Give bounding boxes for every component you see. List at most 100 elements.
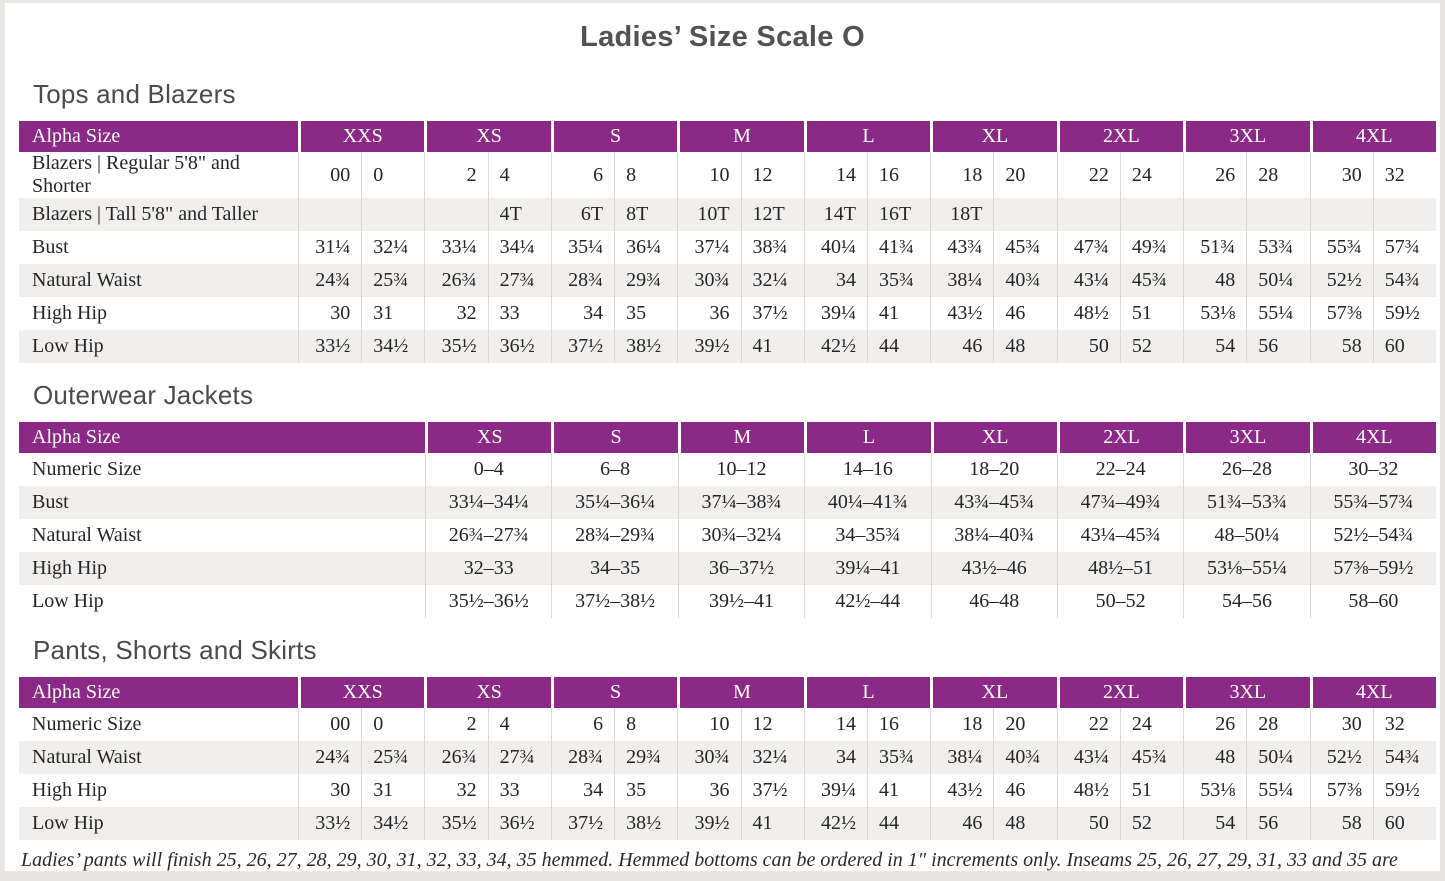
size-cell: 39¼	[803, 297, 867, 330]
size-cell: 59½	[1372, 297, 1436, 330]
size-cell: 26¾–27¾	[425, 519, 551, 552]
size-cell: 48½	[1056, 774, 1120, 807]
size-cell: 18	[930, 708, 993, 741]
size-cell: 58–60	[1309, 585, 1436, 618]
section-title-outerwear-jackets: Outerwear Jackets	[33, 380, 254, 410]
size-cell: 30	[1309, 152, 1373, 198]
size-cell: 50¼	[1246, 264, 1310, 297]
header-row: Alpha Size XXS XS S M L XL 2XL 3XL 4XL	[19, 121, 1436, 152]
size-column-header-xxs: XXS	[298, 677, 425, 708]
size-cell: 34½	[361, 330, 425, 363]
row-label: Blazers | Tall 5'8" and Taller	[19, 198, 298, 231]
size-cell: 36	[677, 774, 740, 807]
pants-shorts-and-skirts-table-holder: Alpha Size XXS XS S M L XL 2XL 3XL 4XL Numeric Siz…	[19, 677, 1436, 840]
size-cell: 26–28	[1183, 453, 1309, 486]
size-cell: 53⅛	[1183, 774, 1246, 807]
table-row-bust: Bust 31¼ 32¼ 33¼ 34¼ 35¼ 36¼ 37¼ 38¾ 40¼ 41¾ 43¾ 45¾…	[19, 231, 1436, 264]
size-column-header-l: L	[803, 121, 931, 152]
size-cell: 26¾	[424, 741, 488, 774]
size-cell: 10	[677, 708, 740, 741]
size-cell: 34	[550, 774, 614, 807]
size-cell: 6T	[550, 198, 615, 231]
row-label: Low Hip	[19, 807, 298, 840]
size-cell: 35¼	[550, 231, 614, 264]
size-cell: 50	[1056, 330, 1120, 363]
size-cell: 50	[1056, 807, 1120, 840]
size-cell: 48	[993, 807, 1057, 840]
header-row: Alpha Size XXS XS S M L XL 2XL 3XL 4XL	[19, 677, 1436, 708]
size-cell: 43¼–45¾	[1056, 519, 1183, 552]
size-cell	[993, 198, 1057, 231]
section-tops-and-blazers: Tops and Blazers Alpha Size XXS XS S M L XL 2XL…	[5, 79, 1440, 363]
size-cell: 48	[993, 330, 1057, 363]
row-label: Bust	[19, 486, 425, 519]
size-column-header-s: S	[551, 422, 678, 453]
size-cell: 39½–41	[677, 585, 804, 618]
section-title-pants-shorts-and-skirts: Pants, Shorts and Skirts	[33, 635, 317, 665]
size-cell: 57⅜–59½	[1309, 552, 1436, 585]
size-cell: 49¾	[1119, 231, 1183, 264]
size-cell: 30	[298, 774, 361, 807]
alpha-size-header: Alpha Size	[19, 422, 425, 453]
header-row: Alpha Size XS S M L XL 2XL 3XL 4XL	[19, 422, 1436, 453]
section-pants-shorts-and-skirts: Pants, Shorts and Skirts Alpha Size XXS XS…	[5, 635, 1440, 840]
page-title: Ladies’ Size Scale O	[580, 21, 865, 53]
size-column-header-l: L	[804, 422, 931, 453]
size-cell: 16T	[866, 198, 931, 231]
size-cell: 34½	[361, 807, 425, 840]
size-cell: 48	[1183, 741, 1247, 774]
size-cell: 2	[424, 708, 487, 741]
size-cell: 50–52	[1056, 585, 1183, 618]
size-cell: 52	[1119, 330, 1184, 363]
size-cell: 32¼	[740, 264, 804, 297]
size-cell: 14–16	[804, 453, 930, 486]
size-cell: 33	[487, 297, 551, 330]
size-cell: 45¾	[1119, 741, 1184, 774]
size-column-header-2xl: 2XL	[1056, 121, 1184, 152]
size-cell: 2	[424, 152, 487, 198]
size-column-header-xs: XS	[424, 121, 551, 152]
size-cell: 35	[614, 297, 677, 330]
size-cell	[1119, 198, 1184, 231]
row-label: High Hip	[32, 779, 107, 801]
size-column-header-3xl: 3XL	[1183, 121, 1310, 152]
size-cell: 58	[1309, 807, 1373, 840]
size-cell: 38¾	[740, 231, 804, 264]
size-cell: 30¾	[677, 741, 741, 774]
size-cell: 4	[487, 708, 551, 741]
size-cell: 0	[361, 708, 424, 741]
size-cell: 32¼	[361, 231, 424, 264]
size-cell: 36½	[487, 807, 551, 840]
size-table-tops-and-blazers: Alpha Size XXS XS S M L XL 2XL 3XL 4XL Blazers | R…	[19, 121, 1436, 363]
size-cell	[1372, 198, 1436, 231]
size-cell: 18–20	[930, 453, 1057, 486]
table-row-bust: Bust 33¼–34¼ 35¼–36¼ 37¼–38¾ 40¼–41¾ 43¾–45¾ 4…	[19, 486, 1436, 519]
size-cell: 30	[298, 297, 361, 330]
size-cell: 36½	[487, 330, 551, 363]
size-cell: 27¾	[487, 264, 551, 297]
size-cell: 34	[803, 741, 867, 774]
size-cell: 24¾	[298, 741, 362, 774]
size-cell: 32	[424, 774, 487, 807]
table-row-natural-waist: Natural Waist 24¾ 25¾ 26¾ 27¾ 28¾ 29¾ 30¾ 32¼ 34 3…	[19, 264, 1436, 297]
outerwear-jackets-table-holder: Alpha Size XS S M L XL 2XL 3XL 4XL Numeric Size 0–…	[19, 422, 1436, 618]
size-cell: 43¾	[930, 231, 993, 264]
size-cell: 35¾	[866, 741, 931, 774]
size-cell: 39½	[677, 807, 741, 840]
size-cell: 46–48	[930, 585, 1057, 618]
size-cell: 39¼–41	[804, 552, 931, 585]
size-cell: 40¼–41¾	[804, 486, 931, 519]
size-cell: 37¼–38¾	[677, 486, 805, 519]
size-cell: 34¼	[487, 231, 551, 264]
size-cell: 51¾	[1183, 231, 1246, 264]
size-cell: 54	[1183, 330, 1247, 363]
row-label: Natural Waist	[19, 741, 298, 774]
size-cell: 20	[993, 152, 1056, 198]
size-cell: 36¼	[614, 231, 677, 264]
size-cell: 51¾–53¾	[1183, 486, 1310, 519]
size-cell: 57⅜	[1309, 774, 1373, 807]
size-cell: 30¾–32¼	[677, 519, 804, 552]
size-cell: 29¾	[614, 741, 678, 774]
size-cell: 14	[803, 708, 867, 741]
size-cell: 30	[1309, 708, 1373, 741]
